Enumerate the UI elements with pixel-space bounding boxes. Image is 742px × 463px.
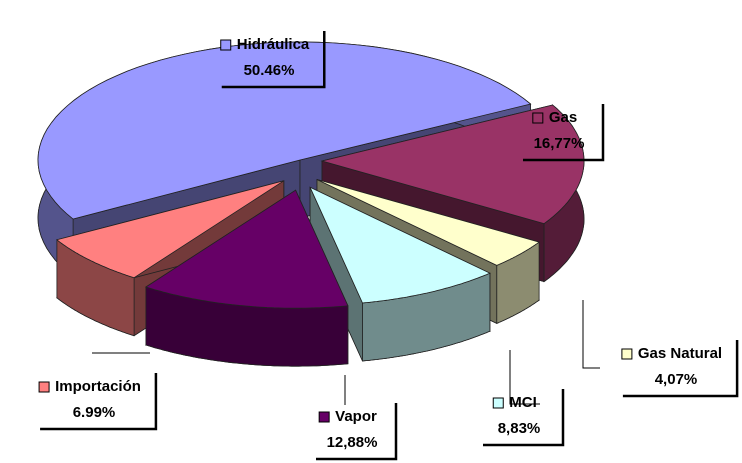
value-label: 50.46%	[244, 62, 295, 79]
value-label: 6.99%	[73, 404, 116, 421]
legend-marker	[38, 381, 50, 393]
slice	[37, 41, 532, 220]
label-frame	[221, 31, 326, 89]
label-frame	[622, 340, 739, 398]
legend-marker	[220, 39, 232, 51]
value-label: 12,88%	[327, 434, 378, 451]
legend-label: Vapor	[335, 408, 377, 425]
legend-marker	[492, 397, 504, 409]
label-frame	[316, 403, 398, 461]
slice	[56, 180, 285, 279]
value-label: 8,83%	[498, 420, 541, 437]
slice	[309, 186, 491, 304]
value-label: 4,07%	[655, 371, 698, 388]
legend-marker	[318, 411, 330, 423]
legend-label: Importación	[55, 378, 141, 395]
leader-line	[582, 300, 600, 369]
slice	[144, 189, 349, 367]
legend-label: MCI	[509, 394, 537, 411]
legend-marker	[532, 112, 544, 124]
leader-line	[509, 350, 540, 405]
slice	[144, 189, 349, 309]
slice	[320, 104, 585, 225]
label-frame	[483, 389, 565, 447]
label-frame	[523, 104, 605, 162]
slice	[309, 186, 491, 362]
value-label: 16,77%	[534, 135, 585, 152]
label-frame	[40, 373, 158, 431]
legend-label: Gas	[549, 109, 577, 126]
legend-label: Hidráulica	[237, 36, 310, 53]
slice	[316, 179, 541, 266]
legend-label: Gas Natural	[638, 345, 722, 362]
legend-marker	[621, 348, 633, 360]
